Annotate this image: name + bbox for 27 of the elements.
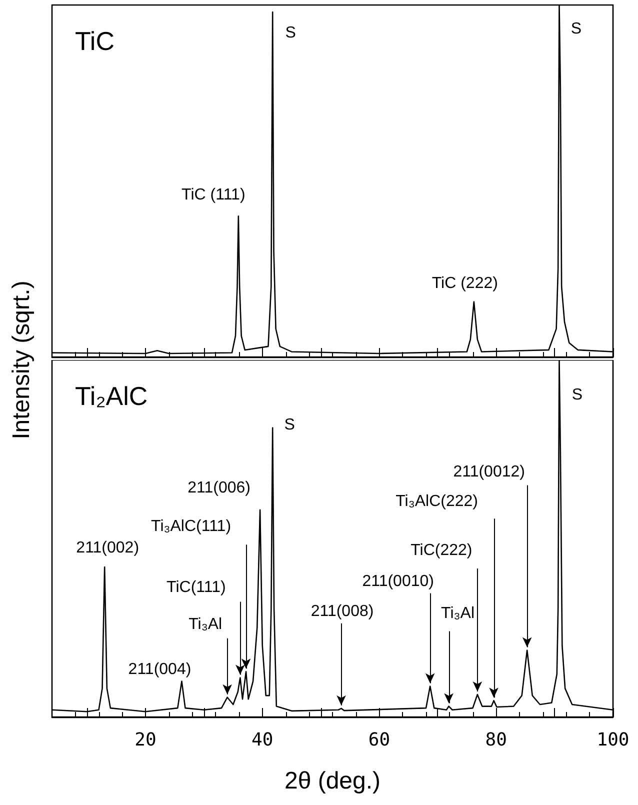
y-axis-title: Intensity (sqrt.) <box>8 280 36 440</box>
annotation: Ti₃Al <box>188 616 222 633</box>
annotation: 211(002) <box>76 540 140 557</box>
annotation: S <box>570 20 582 38</box>
annotation: 211(0010) <box>362 572 434 590</box>
annotation: TiC (222) <box>432 275 498 292</box>
annotation: S <box>285 24 296 42</box>
text: Ti₂AlC <box>75 381 148 411</box>
annotation: 211(006) <box>188 479 250 496</box>
x-tick-label: 80 <box>485 730 507 750</box>
annotation: TiC(111) <box>166 579 226 596</box>
annotation: TiC (111) <box>182 186 246 204</box>
x-tick-label: 20 <box>134 730 156 750</box>
text: TiC <box>75 26 114 56</box>
x-tick-label: 40 <box>252 730 274 750</box>
x-tick-label: 60 <box>368 730 390 750</box>
annotation: 211(008) <box>310 602 374 620</box>
annotation: S <box>284 416 295 434</box>
annotation: 211(0012) <box>453 464 525 481</box>
annotation: 211(004) <box>128 660 192 678</box>
x-axis-title: 2θ (deg.) <box>284 768 381 794</box>
annotation: TiC(222) <box>410 542 472 560</box>
x-tick-label: 100 <box>596 730 630 750</box>
annotation: Ti₃Al <box>441 604 475 622</box>
annotation: Ti₃AlC(222) <box>396 493 478 510</box>
annotation: Ti₃AlC(111) <box>151 518 232 536</box>
annotation: S <box>572 386 583 404</box>
